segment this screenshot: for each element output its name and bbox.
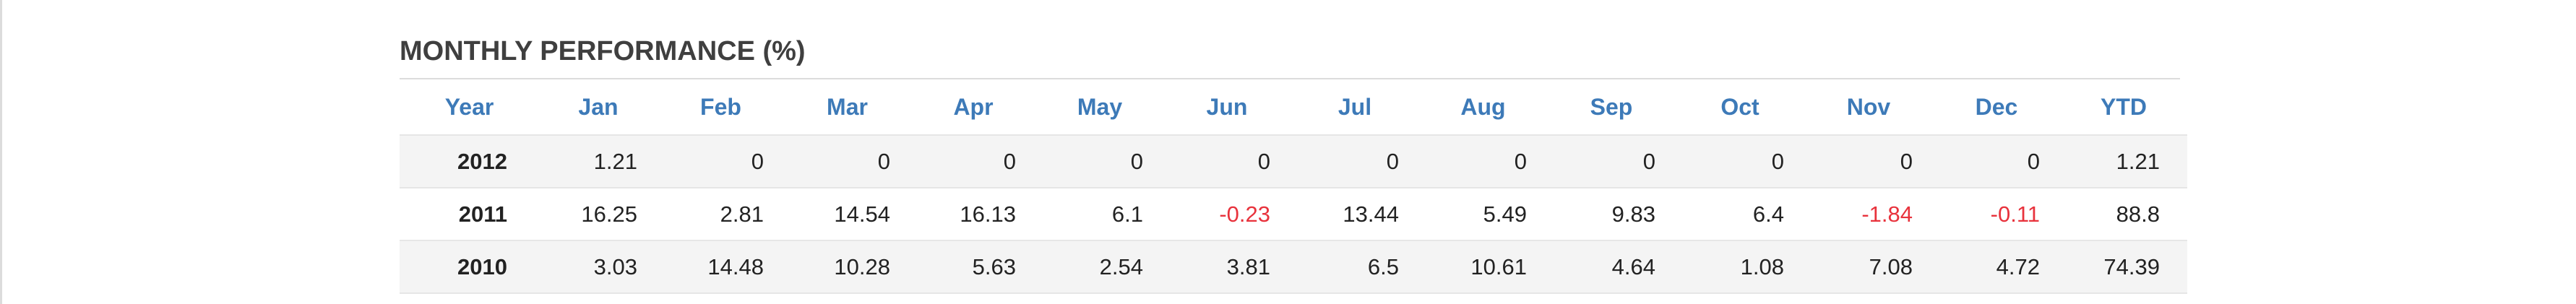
column-header-may[interactable]: May <box>1036 79 1163 136</box>
value-cell: 4.72 <box>1933 240 2060 294</box>
value-cell: 16.13 <box>910 188 1036 241</box>
row-year-cell: 2012 <box>400 135 539 188</box>
value-cell: 6.1 <box>1036 188 1163 241</box>
value-cell: 16.25 <box>539 188 658 241</box>
value-cell: 9.83 <box>1547 188 1676 241</box>
row-year-cell: 2010 <box>400 240 539 294</box>
value-cell: 1.08 <box>1676 240 1804 294</box>
column-header-apr[interactable]: Apr <box>910 79 1036 136</box>
value-cell: -0.11 <box>1933 188 2060 241</box>
table-row: 2011 16.25 2.81 14.54 16.13 6.1 -0.23 13… <box>400 188 2187 241</box>
value-cell: 0 <box>1036 135 1163 188</box>
column-header-feb[interactable]: Feb <box>658 79 784 136</box>
value-cell: 7.08 <box>1804 240 1933 294</box>
value-cell: 0 <box>1419 135 1547 188</box>
value-cell: 14.48 <box>658 240 784 294</box>
value-cell: 10.28 <box>784 240 910 294</box>
table-header-row: Year Jan Feb Mar Apr May Jun Jul Aug Sep… <box>400 79 2187 136</box>
value-cell: -0.23 <box>1163 188 1291 241</box>
value-cell: 0 <box>1676 135 1804 188</box>
value-cell: -1.84 <box>1804 188 1933 241</box>
monthly-performance-widget: MONTHLY PERFORMANCE (%) Year Jan Feb Mar… <box>400 32 2187 294</box>
column-header-jul[interactable]: Jul <box>1291 79 1419 136</box>
value-cell: 2.54 <box>1036 240 1163 294</box>
column-header-jun[interactable]: Jun <box>1163 79 1291 136</box>
value-cell: 6.5 <box>1291 240 1419 294</box>
value-cell: 0 <box>1804 135 1933 188</box>
ytd-cell: 1.21 <box>2060 135 2187 188</box>
ytd-cell: 88.8 <box>2060 188 2187 241</box>
value-cell: 10.61 <box>1419 240 1547 294</box>
ytd-cell: 74.39 <box>2060 240 2187 294</box>
row-year-cell: 2011 <box>400 188 539 241</box>
column-header-aug[interactable]: Aug <box>1419 79 1547 136</box>
value-cell: 5.63 <box>910 240 1036 294</box>
value-cell: 3.03 <box>539 240 658 294</box>
table-row: 2010 3.03 14.48 10.28 5.63 2.54 3.81 6.5… <box>400 240 2187 294</box>
value-cell: 0 <box>910 135 1036 188</box>
table-row: 2012 1.21 0 0 0 0 0 0 0 0 0 0 0 1.21 <box>400 135 2187 188</box>
column-header-mar[interactable]: Mar <box>784 79 910 136</box>
column-header-sep[interactable]: Sep <box>1547 79 1676 136</box>
monthly-performance-table: Year Jan Feb Mar Apr May Jun Jul Aug Sep… <box>400 79 2187 294</box>
value-cell: 2.81 <box>658 188 784 241</box>
column-header-dec[interactable]: Dec <box>1933 79 2060 136</box>
column-header-oct[interactable]: Oct <box>1676 79 1804 136</box>
value-cell: 0 <box>1291 135 1419 188</box>
value-cell: 0 <box>658 135 784 188</box>
value-cell: 5.49 <box>1419 188 1547 241</box>
value-cell: 0 <box>1547 135 1676 188</box>
value-cell: 3.81 <box>1163 240 1291 294</box>
value-cell: 1.21 <box>539 135 658 188</box>
column-header-year[interactable]: Year <box>400 79 539 136</box>
widget-title: MONTHLY PERFORMANCE (%) <box>400 36 806 66</box>
column-header-ytd[interactable]: YTD <box>2060 79 2187 136</box>
value-cell: 0 <box>1933 135 2060 188</box>
value-cell: 13.44 <box>1291 188 1419 241</box>
column-header-nov[interactable]: Nov <box>1804 79 1933 136</box>
value-cell: 0 <box>784 135 910 188</box>
value-cell: 0 <box>1163 135 1291 188</box>
page-left-border <box>0 0 2 304</box>
value-cell: 6.4 <box>1676 188 1804 241</box>
value-cell: 4.64 <box>1547 240 1676 294</box>
title-divider <box>400 78 2180 79</box>
column-header-jan[interactable]: Jan <box>539 79 658 136</box>
value-cell: 14.54 <box>784 188 910 241</box>
